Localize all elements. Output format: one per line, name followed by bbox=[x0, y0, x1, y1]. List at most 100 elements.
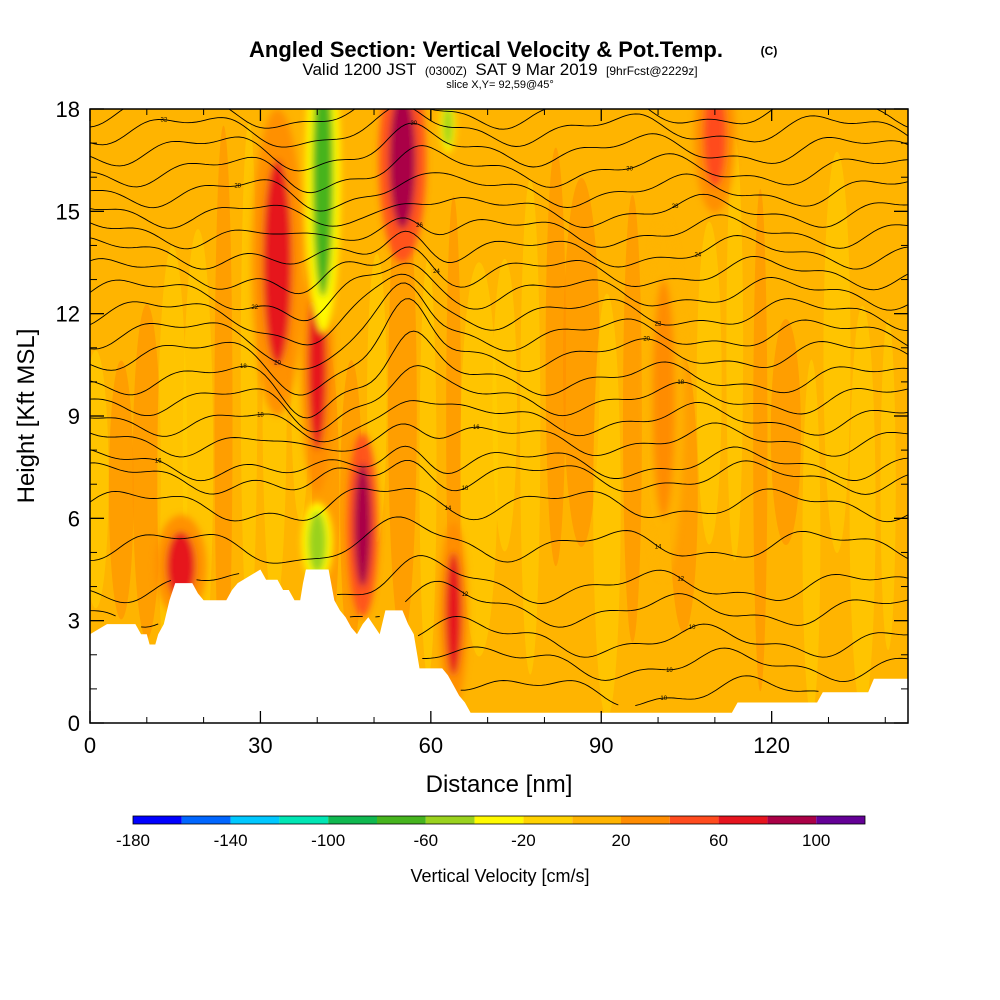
x-axis-ticks: 0 30 60 90 120 bbox=[84, 109, 886, 758]
colorbar-swatch bbox=[181, 816, 231, 824]
y-tick-label: 15 bbox=[56, 199, 80, 224]
updraft-core bbox=[652, 279, 676, 519]
theta-contour-label: 22 bbox=[251, 305, 258, 311]
updraft-core bbox=[445, 552, 462, 676]
colorbar-swatch bbox=[230, 816, 280, 824]
colorbar-tick-label: 100 bbox=[802, 831, 830, 850]
colorbar-swatch bbox=[767, 816, 817, 824]
theta-contour-label: 12 bbox=[462, 592, 469, 598]
velocity-band bbox=[880, 319, 896, 651]
velocity-band bbox=[849, 305, 876, 713]
y-axis-ticks: 0 3 6 9 12 15 18 bbox=[56, 97, 908, 736]
velocity-band bbox=[823, 151, 851, 553]
theta-contour-label: 18 bbox=[677, 380, 684, 386]
velocity-band bbox=[802, 359, 821, 716]
y-axis-label: Height [Kft MSL] bbox=[13, 329, 40, 504]
colorbar-frame bbox=[132, 815, 866, 825]
chart-subtitle: Valid 1200 JST (0300Z) SAT 9 Mar 2019 [9… bbox=[302, 60, 697, 79]
theta-contour-line bbox=[90, 262, 908, 322]
theta-contour-label: 16 bbox=[462, 486, 469, 492]
chart-title: Angled Section: Vertical Velocity & Pot.… bbox=[249, 37, 723, 62]
updraft-core bbox=[263, 160, 292, 365]
velocity-band bbox=[419, 258, 437, 678]
colorbar-swatch bbox=[523, 816, 573, 824]
theta-contour-line bbox=[90, 555, 908, 604]
theta-contour-line bbox=[90, 487, 908, 523]
theta-contour-line bbox=[90, 273, 908, 346]
theta-contour-label: 12 bbox=[677, 576, 684, 582]
slice-label: slice X,Y= 92,59@45° bbox=[446, 79, 554, 91]
x-tick-label: 90 bbox=[589, 733, 613, 758]
theta-contour-label: 30 bbox=[410, 121, 417, 127]
colorbar-title: Vertical Velocity [cm/s] bbox=[410, 866, 589, 886]
theta-contour-line bbox=[422, 646, 908, 683]
theta-contour-line bbox=[90, 365, 908, 433]
theta-contour-line bbox=[90, 459, 908, 495]
x-tick-label: 0 bbox=[84, 733, 96, 758]
theta-contour-label: 24 bbox=[694, 253, 701, 259]
theta-contour-line bbox=[90, 172, 908, 212]
downdraft-core bbox=[308, 511, 327, 573]
theta-contour-label: 18 bbox=[257, 412, 264, 418]
subtitle-utc: (0300Z) bbox=[425, 64, 467, 78]
colorbar-tick-label: -100 bbox=[311, 831, 345, 850]
theta-contour-label: 18 bbox=[240, 364, 247, 370]
y-tick-label: 3 bbox=[68, 609, 80, 634]
theta-contour-line bbox=[460, 675, 819, 707]
theta-contour-label: 14 bbox=[445, 506, 452, 512]
theta-contour-line bbox=[90, 516, 908, 564]
colorbar-swatch bbox=[621, 816, 670, 824]
theta-contour-label: 32 bbox=[161, 118, 168, 124]
theta-contour-label: 20 bbox=[274, 360, 281, 366]
y-tick-label: 9 bbox=[68, 404, 80, 429]
velocity-band bbox=[214, 125, 233, 713]
velocity-band bbox=[492, 258, 517, 552]
velocity-band bbox=[90, 350, 109, 609]
colorbar-swatch bbox=[425, 816, 475, 824]
colorbar-swatch bbox=[328, 816, 377, 824]
colorbar-swatch bbox=[279, 816, 329, 824]
theta-contour-label: 14 bbox=[655, 544, 662, 550]
colorbar-tick-label: -20 bbox=[511, 831, 536, 850]
theta-contour-line bbox=[90, 580, 908, 628]
subtitle-forecast: [9hrFcst@2229z] bbox=[606, 64, 698, 78]
theta-contour-label: 10 bbox=[689, 625, 696, 631]
velocity-band bbox=[108, 360, 134, 620]
theta-contour-line bbox=[90, 246, 908, 295]
theta-contour-label: 28 bbox=[672, 204, 679, 210]
velocity-band bbox=[753, 188, 768, 692]
theta-contour-label: 30 bbox=[626, 167, 633, 173]
theta-contour-line bbox=[90, 193, 908, 229]
theta-contour-line bbox=[90, 282, 908, 370]
theta-contour-line bbox=[90, 422, 908, 458]
updraft-core bbox=[354, 463, 372, 587]
colorbar-swatch bbox=[133, 816, 182, 824]
x-tick-label: 60 bbox=[419, 733, 443, 758]
theta-contour-label: 10 bbox=[660, 696, 667, 702]
y-tick-label: 18 bbox=[56, 97, 80, 122]
y-tick-label: 6 bbox=[68, 506, 80, 531]
velocity-band bbox=[520, 179, 541, 675]
updraft-core bbox=[703, 109, 727, 188]
theta-contour-line bbox=[90, 445, 908, 482]
subtitle-valid: Valid 1200 JST bbox=[302, 60, 416, 79]
colorbar-swatch bbox=[669, 816, 719, 824]
subtitle-date: SAT 9 Mar 2019 bbox=[475, 60, 597, 79]
colorbar-tick-label: 20 bbox=[612, 831, 631, 850]
colorbar-swatch bbox=[474, 816, 524, 824]
downdraft-core bbox=[443, 109, 453, 147]
theta-contour-label: 16 bbox=[155, 459, 162, 465]
theta-contour-line bbox=[90, 400, 908, 443]
x-axis-label: Distance [nm] bbox=[426, 771, 573, 798]
theta-contours: 10 10 10 12 12 14 14 16 16 16 18 18 18 20 20 22 22 24 24 26… bbox=[90, 94, 908, 707]
downdraft-core bbox=[312, 109, 334, 297]
colorbar-swatch bbox=[377, 816, 426, 824]
theta-contour-label: 32 bbox=[399, 94, 406, 100]
chart-title-units: (C) bbox=[761, 44, 778, 58]
theta-contour-label: 10 bbox=[666, 668, 673, 674]
theta-contour-line bbox=[417, 615, 908, 658]
colorbar-tick-label: -180 bbox=[116, 831, 150, 850]
theta-contour-line bbox=[90, 109, 908, 148]
theta-contour-label: 22 bbox=[655, 321, 662, 327]
colorbar-tick-label: -140 bbox=[214, 831, 248, 850]
